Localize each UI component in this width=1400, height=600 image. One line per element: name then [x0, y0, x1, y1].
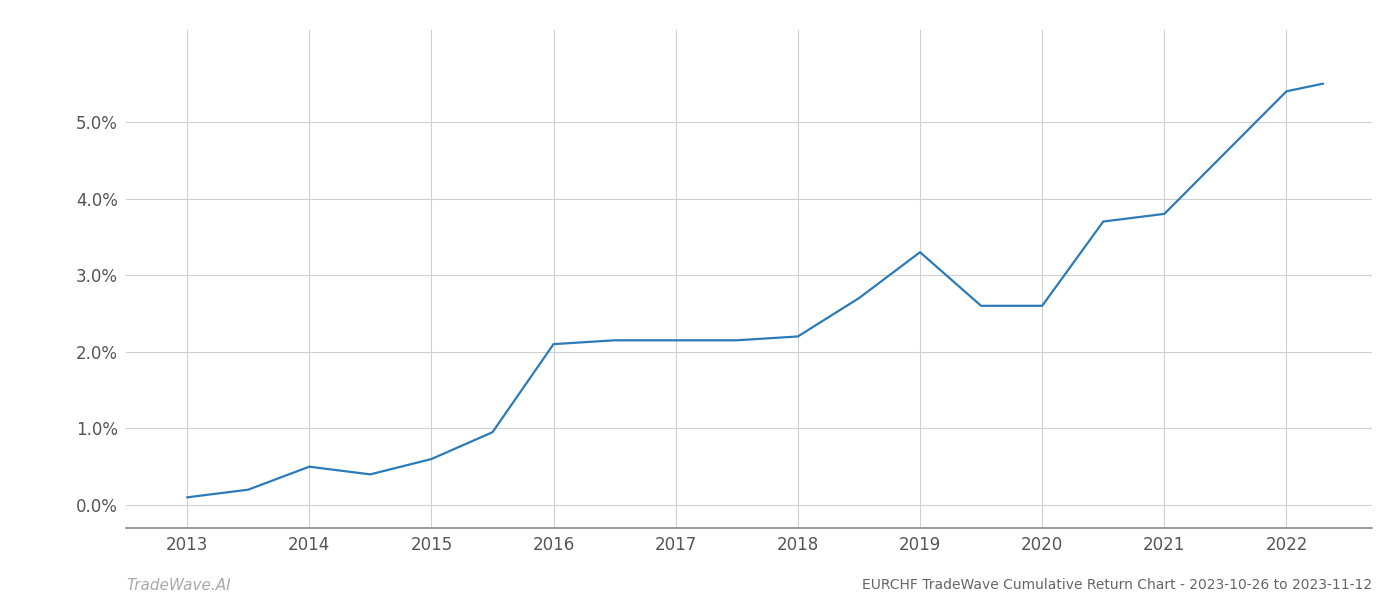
Text: EURCHF TradeWave Cumulative Return Chart - 2023-10-26 to 2023-11-12: EURCHF TradeWave Cumulative Return Chart…: [862, 578, 1372, 592]
Text: TradeWave.AI: TradeWave.AI: [126, 578, 231, 593]
